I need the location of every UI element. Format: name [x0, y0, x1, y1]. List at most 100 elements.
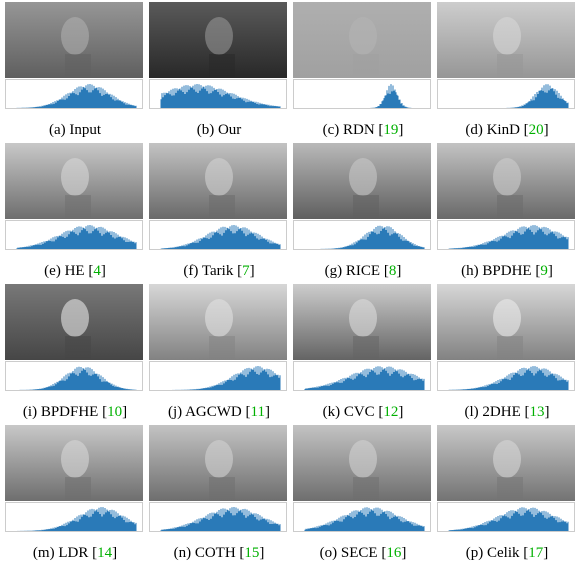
caption-text: ] — [101, 263, 106, 279]
body — [209, 54, 235, 78]
caption-text: ] — [259, 545, 264, 561]
face — [349, 299, 377, 337]
citation[interactable]: 12 — [383, 404, 398, 420]
caption: (f) Tarik [7] — [149, 263, 289, 280]
caption-text: (n) COTH [ — [174, 545, 245, 561]
caption-text: (l) 2DHE [ — [465, 404, 530, 420]
face — [205, 299, 233, 337]
citation[interactable]: 17 — [528, 545, 543, 561]
citation[interactable]: 13 — [529, 404, 544, 420]
face — [205, 440, 233, 478]
citation[interactable]: 9 — [540, 263, 548, 279]
histogram-frame — [294, 80, 431, 109]
panel: (b) Our — [149, 2, 289, 139]
caption-text: ] — [250, 263, 255, 279]
body — [65, 477, 91, 501]
caption: (b) Our — [149, 122, 289, 139]
panel: (p) Celik [17] — [437, 425, 577, 562]
panel-graphic — [5, 284, 143, 392]
caption: (e) HE [4] — [5, 263, 145, 280]
face — [61, 158, 89, 196]
panel-graphic — [5, 143, 143, 251]
caption-text: (p) Celik [ — [466, 545, 528, 561]
body — [353, 195, 379, 219]
caption-text: ] — [544, 404, 549, 420]
body — [65, 195, 91, 219]
caption: (o) SECE [16] — [293, 545, 433, 562]
panel: (m) LDR [14] — [5, 425, 145, 562]
face — [61, 299, 89, 337]
panel-graphic — [293, 425, 431, 533]
citation[interactable]: 11 — [251, 404, 265, 420]
caption-text: ] — [398, 404, 403, 420]
caption-text: (a) Input — [49, 122, 101, 138]
caption-text: ] — [396, 263, 401, 279]
body — [209, 336, 235, 360]
caption: (k) CVC [12] — [293, 404, 433, 421]
panel-graphic — [437, 284, 575, 392]
citation[interactable]: 10 — [107, 404, 122, 420]
caption-text: ] — [548, 263, 553, 279]
caption-text: (g) RICE [ — [325, 263, 389, 279]
citation[interactable]: 7 — [242, 263, 250, 279]
caption-text: (h) BPDHE [ — [461, 263, 540, 279]
body — [353, 477, 379, 501]
caption: (d) KinD [20] — [437, 122, 577, 139]
caption: (l) 2DHE [13] — [437, 404, 577, 421]
body — [209, 477, 235, 501]
caption-text: (d) KinD [ — [465, 122, 528, 138]
panel: (o) SECE [16] — [293, 425, 433, 562]
caption: (i) BPDFHE [10] — [5, 404, 145, 421]
citation[interactable]: 15 — [244, 545, 259, 561]
caption-text: (m) LDR [ — [33, 545, 97, 561]
caption-text: (k) CVC [ — [323, 404, 384, 420]
face — [61, 440, 89, 478]
face — [493, 440, 521, 478]
figure: (a) Input(b) Our(c) RDN [19](d) KinD [20… — [0, 0, 577, 569]
panel: (h) BPDHE [9] — [437, 143, 577, 280]
panel-graphic — [293, 143, 431, 251]
face — [205, 158, 233, 196]
face — [61, 17, 89, 55]
face — [493, 158, 521, 196]
panel: (j) AGCWD [11] — [149, 284, 289, 421]
caption: (c) RDN [19] — [293, 122, 433, 139]
citation[interactable]: 16 — [386, 545, 401, 561]
caption: (h) BPDHE [9] — [437, 263, 577, 280]
caption-text: (e) HE [ — [44, 263, 93, 279]
panel-graphic — [149, 2, 287, 110]
panel: (e) HE [4] — [5, 143, 145, 280]
caption: (p) Celik [17] — [437, 545, 577, 562]
caption-text: (b) Our — [197, 122, 242, 138]
caption-text: (o) SECE [ — [320, 545, 387, 561]
caption-text: (j) AGCWD [ — [168, 404, 251, 420]
caption: (m) LDR [14] — [5, 545, 145, 562]
body — [353, 336, 379, 360]
panel-graphic — [5, 2, 143, 110]
caption-text: (f) Tarik [ — [183, 263, 242, 279]
citation[interactable]: 4 — [93, 263, 101, 279]
body — [497, 54, 523, 78]
caption: (g) RICE [8] — [293, 263, 433, 280]
face — [349, 158, 377, 196]
caption-text: ] — [543, 545, 548, 561]
caption: (n) COTH [15] — [149, 545, 289, 562]
panel: (c) RDN [19] — [293, 2, 433, 139]
caption: (a) Input — [5, 122, 145, 139]
panel-graphic — [293, 2, 431, 110]
panel-graphic — [437, 2, 575, 110]
body — [497, 195, 523, 219]
citation[interactable]: 20 — [529, 122, 544, 138]
body — [353, 54, 379, 78]
panel-graphic — [149, 284, 287, 392]
panel: (a) Input — [5, 2, 145, 139]
citation[interactable]: 14 — [97, 545, 112, 561]
citation[interactable]: 19 — [383, 122, 398, 138]
caption-text: ] — [544, 122, 549, 138]
body — [65, 54, 91, 78]
body — [497, 477, 523, 501]
caption-text: ] — [122, 404, 127, 420]
caption: (j) AGCWD [11] — [149, 404, 289, 421]
face — [493, 17, 521, 55]
body — [497, 336, 523, 360]
